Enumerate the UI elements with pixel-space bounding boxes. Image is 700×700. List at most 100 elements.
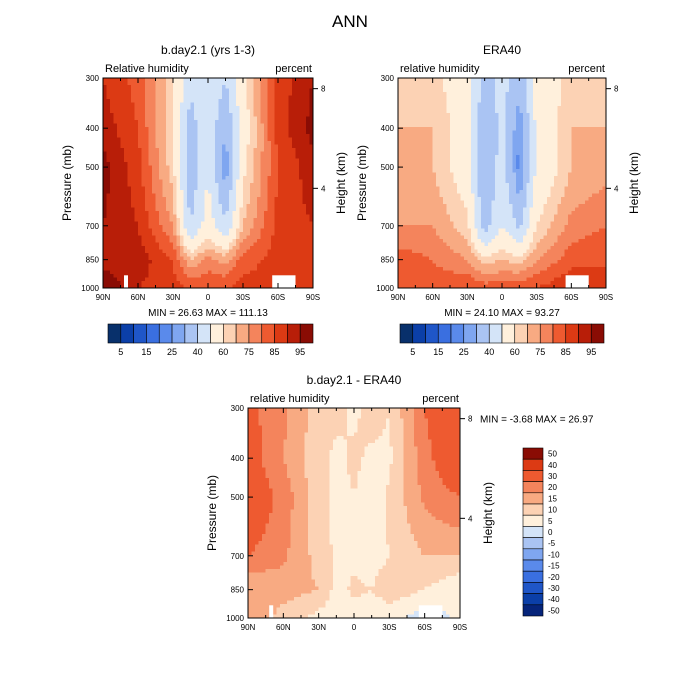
field-cell <box>159 137 164 142</box>
field-cell <box>571 120 576 125</box>
field-cell <box>166 249 171 254</box>
field-cell <box>243 256 248 261</box>
field-cell <box>159 127 164 132</box>
field-cell <box>505 130 510 135</box>
field-cell <box>285 137 290 142</box>
field-cell <box>253 242 258 247</box>
field-cell <box>110 78 115 83</box>
field-cell <box>155 239 160 244</box>
field-cell <box>515 151 520 156</box>
field-cell <box>197 193 202 198</box>
field-cell <box>110 179 115 184</box>
field-cell <box>204 207 209 212</box>
field-cell <box>201 134 206 139</box>
field-cell <box>194 116 199 121</box>
field-cell <box>288 127 293 132</box>
field-cell <box>180 200 185 205</box>
field-cell <box>148 260 153 265</box>
field-cell <box>201 277 206 282</box>
field-cell <box>260 242 265 247</box>
field-cell <box>176 85 181 90</box>
field-cell <box>173 165 178 170</box>
field-cell <box>588 95 593 100</box>
field-cell <box>239 200 244 205</box>
field-cell <box>246 134 251 139</box>
field-cell <box>173 183 178 188</box>
field-cell <box>229 99 234 104</box>
field-cell <box>515 141 520 146</box>
field-cell <box>585 148 590 153</box>
field-cell <box>571 88 576 93</box>
field-cell <box>159 190 164 195</box>
field-cell <box>190 120 195 125</box>
field-cell <box>141 127 146 132</box>
field-cell <box>585 102 590 107</box>
field-cell <box>281 134 286 139</box>
field-cell <box>264 130 269 135</box>
field-cell <box>281 148 286 153</box>
field-cell <box>211 260 216 265</box>
field-cell <box>201 281 206 286</box>
field-cell <box>267 256 272 261</box>
field-cell <box>446 151 451 156</box>
field-cell <box>285 235 290 240</box>
field-cell <box>411 81 416 86</box>
field-cell <box>232 109 237 114</box>
field-cell <box>166 88 171 93</box>
field-cell <box>253 267 258 272</box>
field-cell <box>208 253 213 258</box>
field-cell <box>585 113 590 118</box>
field-cell <box>408 78 413 83</box>
field-cell <box>415 106 420 111</box>
field-cell <box>271 214 276 219</box>
field-cell <box>148 99 153 104</box>
field-cell <box>299 127 304 132</box>
field-cell <box>295 102 300 107</box>
field-cell <box>533 102 538 107</box>
field-cell <box>250 253 255 258</box>
field-cell <box>211 232 216 237</box>
field-cell <box>422 85 427 90</box>
field-cell <box>155 221 160 226</box>
field-cell <box>131 106 136 111</box>
field-cell <box>564 123 569 128</box>
field-cell <box>218 148 223 153</box>
field-cell <box>484 127 489 132</box>
field-cell <box>176 186 181 191</box>
field-cell <box>152 92 157 97</box>
field-cell <box>571 106 576 111</box>
field-cell <box>271 113 276 118</box>
colorbar-swatch <box>235 323 250 344</box>
field-cell <box>250 137 255 142</box>
field-cell <box>180 148 185 153</box>
field-cell <box>508 120 513 125</box>
field-cell <box>264 186 269 191</box>
field-cell <box>131 78 136 83</box>
field-cell <box>288 221 293 226</box>
field-cell <box>602 99 607 104</box>
field-cell <box>239 120 244 125</box>
field-cell <box>292 235 297 240</box>
field-cell <box>495 106 500 111</box>
field-cell <box>257 228 262 233</box>
field-cell <box>166 207 171 212</box>
field-cell <box>176 211 181 216</box>
field-cell <box>257 204 262 209</box>
field-cell <box>162 123 167 128</box>
field-cell <box>243 284 248 289</box>
field-cell <box>134 176 139 181</box>
field-cell <box>215 218 220 223</box>
field-cell <box>425 78 430 83</box>
field-cell <box>398 113 403 118</box>
field-cell <box>564 102 569 107</box>
field-cell <box>599 113 604 118</box>
field-cell <box>285 190 290 195</box>
field-cell <box>519 109 524 114</box>
field-cell <box>148 225 153 230</box>
field-cell <box>148 235 153 240</box>
field-cell <box>106 186 111 191</box>
field-cell <box>571 102 576 107</box>
field-cell <box>278 256 283 261</box>
field-cell <box>103 169 108 174</box>
field-cell <box>292 246 297 251</box>
